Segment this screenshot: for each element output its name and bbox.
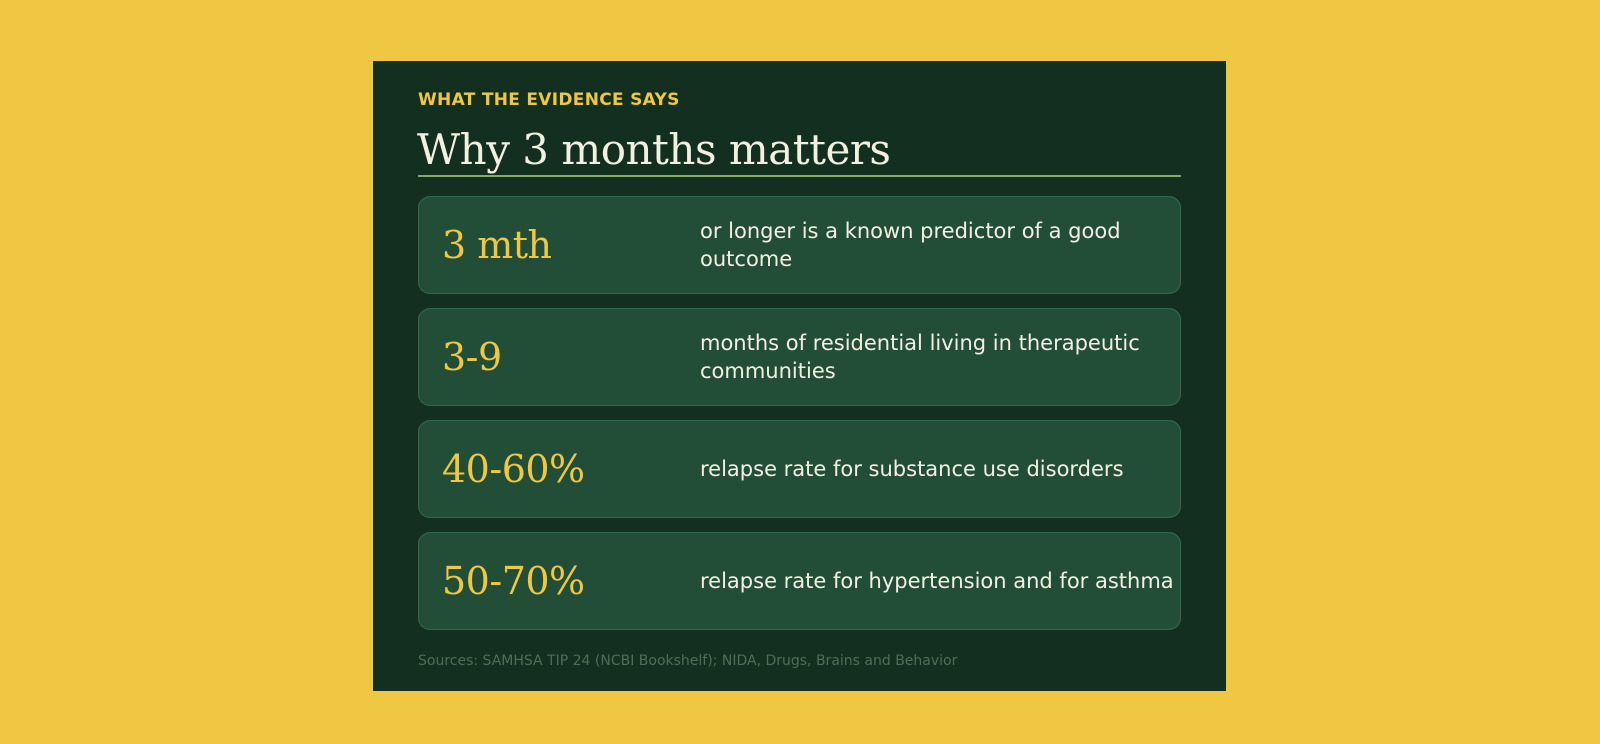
stat-row: 40-60% relapse rate for substance use di… — [418, 420, 1181, 518]
evidence-card: WHAT THE EVIDENCE SAYS Why 3 months matt… — [373, 61, 1226, 691]
stat-value: 50-70% — [442, 559, 585, 603]
stat-value: 3 mth — [442, 223, 552, 267]
stats-list: 3 mth or longer is a known predictor of … — [418, 196, 1181, 644]
eyebrow-label: WHAT THE EVIDENCE SAYS — [418, 90, 680, 110]
stat-description: relapse rate for hypertension and for as… — [700, 569, 1174, 593]
stat-row: 50-70% relapse rate for hypertension and… — [418, 532, 1181, 630]
stat-value: 3-9 — [442, 335, 502, 379]
stat-row: 3-9 months of residential living in ther… — [418, 308, 1181, 406]
stat-row: 3 mth or longer is a known predictor of … — [418, 196, 1181, 294]
sources-footnote: Sources: SAMHSA TIP 24 (NCBI Bookshelf);… — [418, 653, 958, 669]
stat-description: relapse rate for substance use disorders — [700, 457, 1124, 481]
stat-description: or longer is a known predictor of a good… — [700, 219, 1121, 271]
card-title: Why 3 months matters — [417, 125, 891, 174]
stat-value: 40-60% — [442, 447, 585, 491]
stat-description: months of residential living in therapeu… — [700, 331, 1140, 383]
title-divider — [418, 175, 1181, 177]
